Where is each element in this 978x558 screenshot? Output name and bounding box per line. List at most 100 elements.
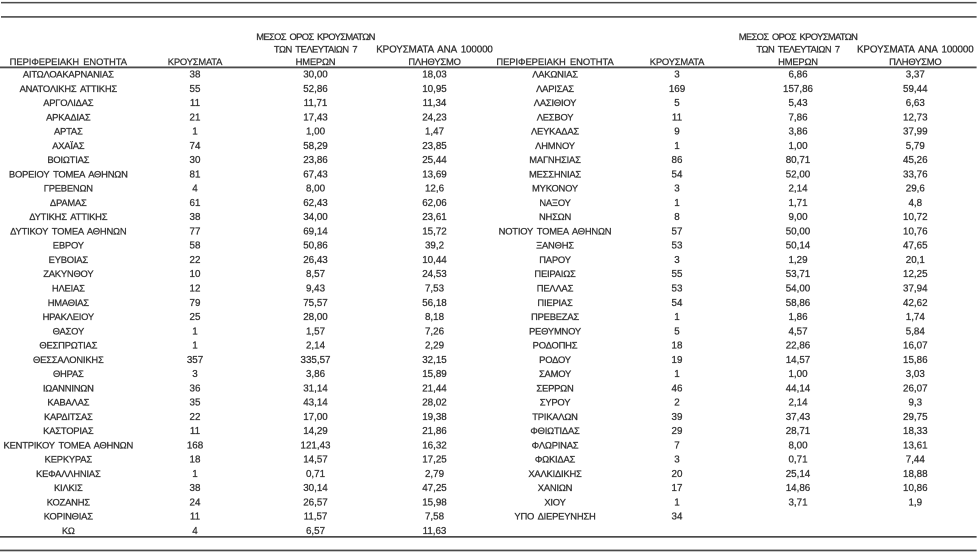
svg-text:2,29: 2,29 [425,341,444,352]
svg-text:1,71: 1,71 [788,198,807,209]
svg-text:29: 29 [672,426,683,437]
svg-text:23,61: 23,61 [422,212,447,223]
svg-text:4,8: 4,8 [908,198,922,209]
svg-text:81: 81 [190,169,201,180]
svg-text:ΚΡΟΥΣΜΑΤΑ ΑΝΑ 100000: ΚΡΟΥΣΜΑΤΑ ΑΝΑ 100000 [376,44,493,55]
svg-text:ΛΑΣΙΘΙΟΥ: ΛΑΣΙΘΙΟΥ [534,97,577,108]
svg-text:30,00: 30,00 [303,70,328,81]
svg-text:ΜΕΣΟΣ ΟΡΟΣ ΚΡΟΥΣΜΑΤΩΝ: ΜΕΣΟΣ ΟΡΟΣ ΚΡΟΥΣΜΑΤΩΝ [739,31,858,42]
svg-text:ΚΙΛΚΙΣ: ΚΙΛΚΙΣ [54,482,83,493]
svg-text:3: 3 [674,184,680,195]
svg-text:18: 18 [672,341,683,352]
svg-text:22,86: 22,86 [786,341,811,352]
svg-text:ΝΟΤΙΟΥ ΤΟΜΕΑ ΑΘΗΝΩΝ: ΝΟΤΙΟΥ ΤΟΜΕΑ ΑΘΗΝΩΝ [499,225,612,236]
svg-text:53: 53 [672,241,683,252]
svg-text:11: 11 [190,512,200,523]
svg-text:1: 1 [674,312,679,323]
svg-text:ΠΛΗΘΥΣΜΟ: ΠΛΗΘΥΣΜΟ [889,56,941,67]
svg-text:ΘΑΣΟΥ: ΘΑΣΟΥ [53,325,85,336]
svg-text:3,37: 3,37 [906,70,925,81]
svg-text:15,86: 15,86 [903,355,928,366]
svg-text:34: 34 [672,512,683,523]
svg-text:39: 39 [672,412,683,423]
svg-text:10,95: 10,95 [422,84,447,95]
svg-text:3: 3 [192,369,198,380]
svg-text:ΕΥΒΟΙΑΣ: ΕΥΒΟΙΑΣ [49,254,89,265]
svg-text:59,44: 59,44 [903,84,928,95]
svg-text:74: 74 [190,141,201,152]
svg-text:3,86: 3,86 [306,369,326,380]
svg-text:ΙΩΑΝΝΙΝΩΝ: ΙΩΑΝΝΙΝΩΝ [43,382,94,393]
svg-text:4: 4 [192,184,198,195]
svg-text:3,86: 3,86 [788,127,808,138]
svg-text:37,43: 37,43 [786,412,811,423]
svg-text:ΑΧΑΪΑΣ: ΑΧΑΪΑΣ [52,140,85,151]
svg-text:ΚΩ: ΚΩ [62,525,75,536]
svg-text:10,76: 10,76 [903,226,928,237]
svg-text:168: 168 [187,440,204,451]
svg-text:37,99: 37,99 [903,127,928,138]
svg-text:2,14: 2,14 [788,184,808,195]
svg-text:ΘΕΣΠΡΩΤΙΑΣ: ΘΕΣΠΡΩΤΙΑΣ [39,340,97,351]
svg-text:1: 1 [192,127,197,138]
svg-text:58,86: 58,86 [786,298,811,309]
svg-text:8: 8 [674,212,680,223]
svg-text:25,14: 25,14 [786,469,811,480]
svg-text:ΚΕΝΤΡΙΚΟΥ ΤΟΜΕΑ ΑΘΗΝΩΝ: ΚΕΝΤΡΙΚΟΥ ΤΟΜΕΑ ΑΘΗΝΩΝ [4,439,134,450]
svg-text:33,76: 33,76 [903,169,928,180]
svg-text:9: 9 [674,127,679,138]
svg-text:6,63: 6,63 [906,98,926,109]
svg-text:1,00: 1,00 [788,141,808,152]
svg-text:ΚΟΖΑΝΗΣ: ΚΟΖΑΝΗΣ [47,496,91,507]
svg-text:7,86: 7,86 [788,112,808,123]
svg-text:62,06: 62,06 [422,198,447,209]
svg-text:ΚΡΟΥΣΜΑΤΑ ΑΝΑ 100000: ΚΡΟΥΣΜΑΤΑ ΑΝΑ 100000 [857,44,974,55]
svg-text:ΝΑΞΟΥ: ΝΑΞΟΥ [539,197,571,208]
svg-text:3,71: 3,71 [788,497,807,508]
svg-text:12,73: 12,73 [903,112,928,123]
svg-text:11,71: 11,71 [304,98,328,109]
svg-text:ΑΡΓΟΛΙΔΑΣ: ΑΡΓΟΛΙΔΑΣ [43,97,94,108]
svg-text:16,07: 16,07 [903,341,928,352]
svg-text:ΣΕΡΡΩΝ: ΣΕΡΡΩΝ [536,382,573,393]
svg-text:26,43: 26,43 [303,255,328,266]
svg-text:58,29: 58,29 [303,141,328,152]
svg-text:1,00: 1,00 [306,127,326,138]
svg-text:ΖΑΚΥΝΘΟΥ: ΖΑΚΥΝΘΟΥ [43,268,94,279]
svg-text:26,07: 26,07 [903,383,928,394]
svg-text:8,18: 8,18 [425,312,445,323]
svg-text:ΦΩΚΙΔΑΣ: ΦΩΚΙΔΑΣ [535,454,576,465]
svg-text:18,33: 18,33 [903,426,928,437]
svg-text:ΒΟΙΩΤΙΑΣ: ΒΟΙΩΤΙΑΣ [47,154,89,165]
svg-text:15,89: 15,89 [422,369,447,380]
svg-text:1,57: 1,57 [306,326,325,337]
svg-text:335,57: 335,57 [301,355,331,366]
svg-text:39,2: 39,2 [425,241,444,252]
svg-text:5,43: 5,43 [788,98,808,109]
svg-text:29,75: 29,75 [903,412,928,423]
svg-text:7,26: 7,26 [425,326,445,337]
svg-text:38: 38 [190,483,201,494]
svg-text:17,00: 17,00 [303,412,328,423]
svg-text:14,57: 14,57 [303,455,328,466]
svg-text:1: 1 [674,497,679,508]
svg-text:ΚΕΦΑΛΛΗΝΙΑΣ: ΚΕΦΑΛΛΗΝΙΑΣ [36,468,101,479]
svg-text:ΡΟΔΟΥ: ΡΟΔΟΥ [539,354,572,365]
svg-text:1: 1 [674,141,679,152]
svg-text:17,43: 17,43 [303,112,328,123]
svg-text:ΓΡΕΒΕΝΩΝ: ΓΡΕΒΕΝΩΝ [44,183,93,194]
svg-text:1: 1 [674,198,679,209]
svg-text:ΗΜΑΘΙΑΣ: ΗΜΑΘΙΑΣ [48,297,90,308]
svg-text:ΗΛΕΙΑΣ: ΗΛΕΙΑΣ [52,283,85,294]
svg-text:1: 1 [674,369,679,380]
svg-text:ΘΗΡΑΣ: ΘΗΡΑΣ [53,368,84,379]
svg-text:11: 11 [672,112,682,123]
svg-text:11,63: 11,63 [423,526,447,537]
svg-text:50,86: 50,86 [303,241,328,252]
svg-text:31,14: 31,14 [303,383,328,394]
svg-text:54: 54 [672,298,683,309]
svg-text:12,6: 12,6 [425,184,445,195]
svg-text:22: 22 [190,255,201,266]
svg-text:29,6: 29,6 [906,184,926,195]
svg-text:24: 24 [190,497,201,508]
